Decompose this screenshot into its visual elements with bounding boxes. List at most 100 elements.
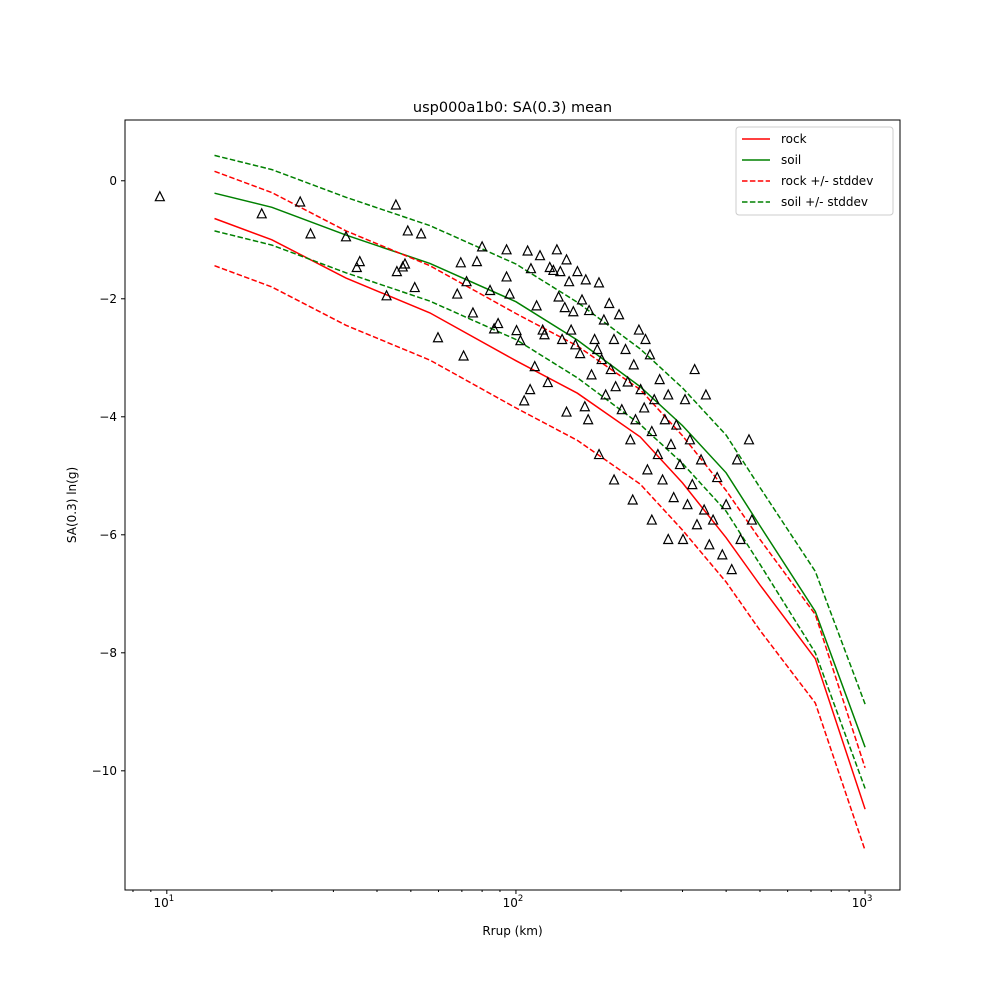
observation-point [703, 538, 715, 550]
observation-point [567, 305, 579, 317]
observation-point [610, 380, 622, 392]
observation-point [743, 433, 755, 445]
observation-point [556, 333, 568, 345]
observation-point [390, 198, 402, 210]
observation-point [624, 433, 636, 445]
observation-point [569, 338, 581, 350]
observation-point [294, 195, 306, 207]
soil-stddev-line [214, 154, 866, 705]
observation-point [603, 297, 615, 309]
legend: rock soil rock +/- stddev soil +/- stddev [735, 126, 894, 216]
soil-stddev-lower-line [214, 230, 866, 789]
observation-point [646, 425, 658, 437]
observation-point [565, 323, 577, 335]
observation-point [638, 401, 650, 413]
observation-point [525, 262, 537, 274]
observation-point [381, 289, 393, 301]
observation-point [579, 400, 591, 412]
observation-point [689, 363, 701, 375]
soil-line [214, 192, 866, 748]
observation-point [605, 363, 617, 375]
rock-stddev-lower-line [214, 264, 866, 851]
x-tick-exponent: 1 [169, 894, 174, 904]
observation-point [622, 375, 634, 387]
observation-point [554, 265, 566, 277]
legend-label: rock [781, 132, 807, 146]
observation-point [409, 281, 421, 293]
observation-point [720, 498, 732, 510]
observation-point [256, 207, 268, 219]
y-tick-label: −2 [99, 292, 117, 306]
observation-point [716, 548, 728, 560]
observation-point [504, 287, 516, 299]
plot-area [154, 154, 866, 851]
plot-content [154, 154, 866, 851]
observation-point [154, 190, 166, 202]
observation-point [711, 471, 723, 483]
observation-point [511, 324, 523, 336]
observation-point [492, 317, 504, 329]
observation-point [351, 261, 363, 273]
observation-point [415, 227, 427, 239]
y-tick-label: −4 [99, 410, 117, 424]
observation-point [547, 264, 559, 276]
chart-title: usp000a1b0: SA(0.3) mean [413, 100, 612, 116]
observation-point [539, 328, 550, 340]
observation-point [583, 304, 595, 316]
observation-point [582, 413, 594, 425]
observation-point [524, 383, 536, 395]
observation-point [534, 249, 546, 261]
observation-point [451, 287, 463, 299]
observation-point [461, 275, 473, 287]
observation-point [726, 563, 738, 575]
observation-point [561, 405, 572, 417]
observation-point [399, 257, 411, 269]
observation-point [563, 275, 575, 287]
x-tick-label: 101 [153, 894, 174, 910]
observation-point [674, 458, 686, 470]
observation-point [574, 347, 586, 359]
observation-point [652, 448, 664, 460]
y-tick-label: 0 [109, 174, 117, 188]
observation-point [551, 243, 563, 255]
observation-point [576, 293, 588, 305]
observation-point [561, 253, 572, 265]
observation-point [628, 358, 640, 370]
observation-point [657, 473, 669, 485]
observation-point [662, 388, 674, 400]
observation-point [735, 533, 747, 545]
axes-frame [124, 119, 901, 891]
observation-point [640, 333, 651, 345]
observation-point [630, 413, 641, 425]
observation-point [654, 373, 666, 385]
observation-point [586, 368, 597, 380]
observation-point [397, 260, 409, 272]
observation-point [488, 322, 500, 334]
x-tick-exponent: 2 [518, 894, 523, 904]
x-tick-exponent: 3 [867, 894, 872, 904]
observation-point [514, 334, 526, 346]
observation-point [691, 518, 703, 530]
observation-point [670, 418, 682, 430]
legend-label: rock +/- stddev [781, 174, 873, 188]
observation-point [571, 265, 583, 277]
observation-point [608, 333, 620, 345]
legend-box [735, 126, 894, 216]
observation-point [641, 463, 653, 475]
observation-point [529, 360, 541, 372]
observation-point [589, 333, 601, 345]
observation-point [633, 323, 645, 335]
observation-point [731, 453, 743, 465]
observation-point [659, 413, 671, 425]
observation-point [613, 308, 625, 320]
observation-point [679, 393, 691, 405]
observation-point [598, 313, 610, 325]
observation-point [518, 394, 530, 406]
observation-point [620, 343, 631, 355]
observation-point [467, 306, 479, 318]
observation-point [593, 276, 605, 288]
observation-point [455, 256, 467, 268]
rock-line [214, 217, 866, 810]
rock-stddev-line [214, 170, 866, 769]
y-tick-label: −8 [99, 646, 117, 660]
